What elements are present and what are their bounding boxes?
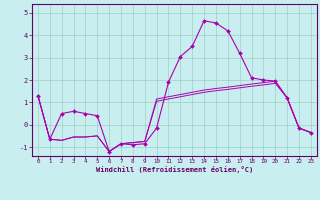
X-axis label: Windchill (Refroidissement éolien,°C): Windchill (Refroidissement éolien,°C) [96, 166, 253, 173]
